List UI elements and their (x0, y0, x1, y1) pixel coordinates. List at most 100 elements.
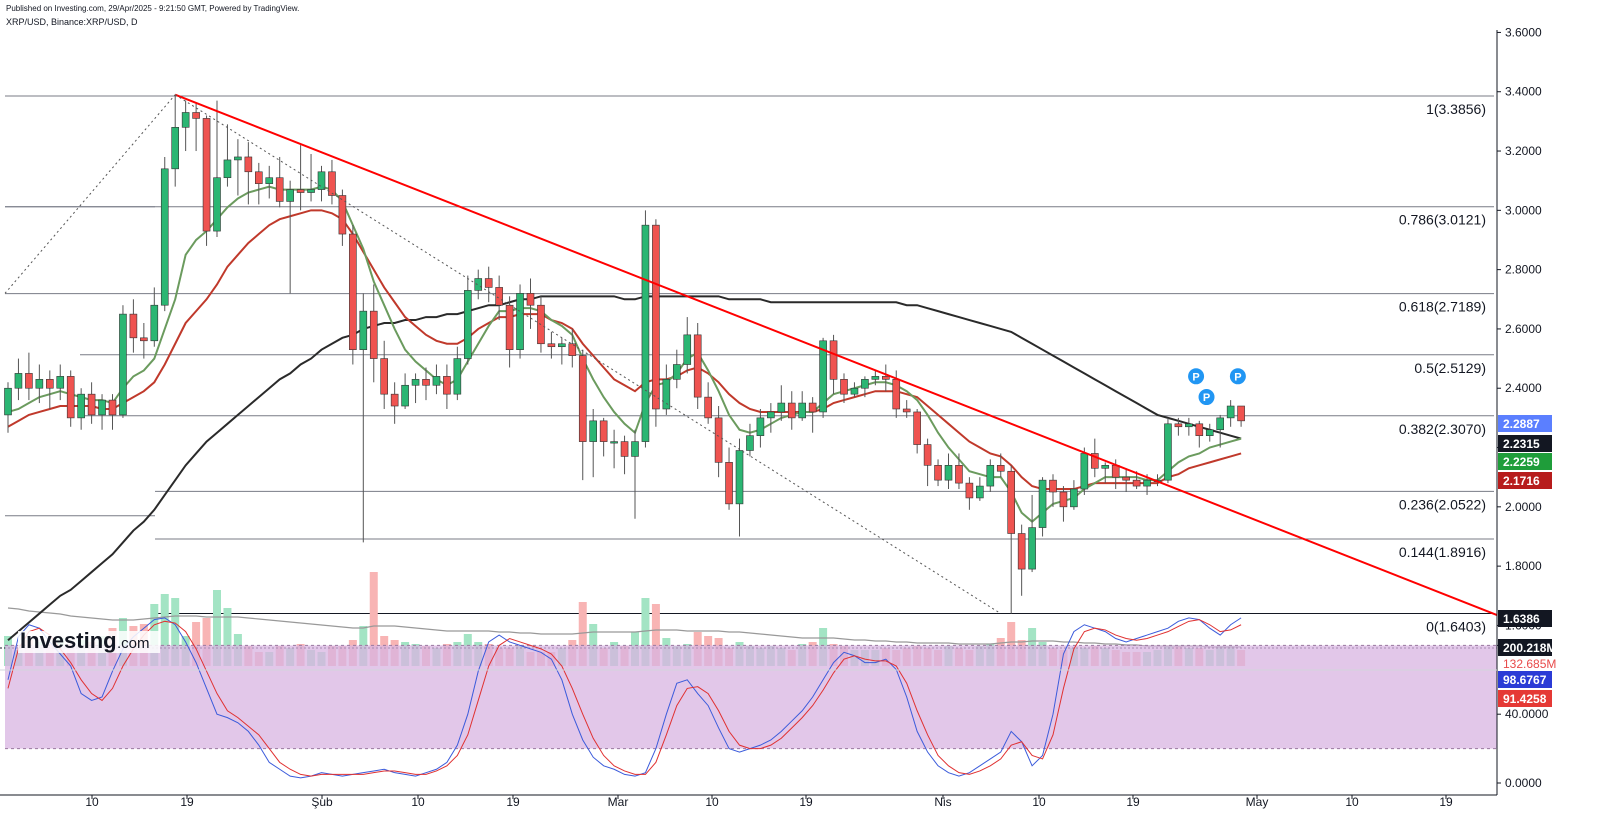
candle-up (558, 343, 566, 348)
candle-up (861, 379, 869, 389)
candle-up (683, 334, 692, 365)
candle-down (568, 343, 577, 356)
stoch-d-line (7, 619, 1242, 777)
candle-down (913, 411, 921, 445)
candle-up (871, 376, 880, 380)
time-tick-label: 19 (180, 795, 194, 809)
price-tick-label: 2.0000 (1505, 500, 1542, 514)
candle-down (244, 156, 253, 173)
candle-up (1216, 417, 1224, 431)
price-badge (1498, 472, 1552, 489)
time-tick-label: 10 (1345, 795, 1359, 809)
candle-up (1080, 453, 1089, 490)
fib-swing-line (174, 94, 1002, 614)
price-tick-label: 3.0000 (1505, 203, 1542, 217)
candle-down (369, 310, 378, 359)
stoch-d-badge (1498, 690, 1552, 707)
price-tick-label: 2.6000 (1505, 322, 1542, 336)
candle-down (725, 462, 733, 505)
price-badge (1498, 435, 1552, 452)
candle-up (234, 156, 242, 161)
candle-down (87, 393, 96, 416)
candle-up (474, 278, 483, 291)
candle-up (756, 417, 765, 436)
candle-up (944, 465, 953, 481)
candle-up (307, 189, 315, 193)
logo-suffix: .com (117, 635, 150, 652)
price-tick-label: 3.4000 (1505, 85, 1542, 99)
candle-down (255, 171, 263, 184)
candle-up (1038, 479, 1047, 528)
time-tick-label: Nis (934, 795, 951, 809)
candle-up (735, 450, 744, 505)
candle-up (160, 168, 169, 306)
osc-tick-label: 0.0000 (1505, 776, 1542, 790)
candle-down (578, 355, 587, 442)
candle-up (453, 358, 462, 395)
candle-down (505, 304, 514, 350)
price-badge-text: 2.2887 (1503, 417, 1540, 431)
candle-up (181, 112, 190, 128)
candle-down (1174, 423, 1183, 428)
p-marker (1229, 368, 1246, 385)
candle-up (631, 441, 639, 457)
fib-label: 0.236(2.0522) (1399, 496, 1486, 512)
candle-up (77, 393, 85, 419)
p-marker-label: P (1192, 371, 1199, 383)
candle-down (1059, 491, 1068, 508)
volume-bar (213, 590, 221, 666)
candle-down (1237, 405, 1245, 422)
candle-down (693, 334, 702, 398)
fib-swing-line (4, 94, 176, 294)
candle-down (275, 177, 284, 202)
p-marker (1188, 368, 1205, 385)
time-tick-label: 19 (506, 795, 520, 809)
candle-up (411, 379, 420, 386)
p-marker-label: P (1234, 371, 1241, 383)
candle-down (923, 444, 932, 466)
time-tick-label: 10 (85, 795, 99, 809)
candle-down (140, 337, 148, 342)
price-badge (1498, 453, 1552, 470)
price-badge (1498, 610, 1552, 627)
candle-up (986, 465, 995, 487)
candle-down (495, 287, 503, 306)
volume-bar (641, 598, 650, 666)
candle-down (296, 189, 305, 193)
candle-down (829, 340, 838, 380)
volume-bar (160, 594, 169, 666)
candle-down (202, 118, 211, 232)
candle-down (892, 379, 901, 410)
osc-tick-label: 40.0000 (1505, 707, 1549, 721)
candle-up (798, 402, 807, 419)
fib-label: 0.786(3.0121) (1399, 212, 1486, 228)
candle-down (1007, 470, 1016, 534)
time-tick-label: 19 (799, 795, 813, 809)
fib-label: 0.5(2.5129) (1414, 360, 1486, 376)
investing-logo: Investing .com (18, 628, 160, 653)
trendline (174, 93, 1498, 616)
candle-down (599, 420, 608, 442)
candle-down (620, 441, 629, 457)
candle-down (1195, 423, 1204, 436)
candle-up (223, 159, 232, 179)
volume-bar (1007, 622, 1016, 666)
volume-bar (369, 572, 378, 666)
candlesticks (4, 94, 1245, 614)
candle-down (25, 373, 33, 389)
volume-bar (651, 604, 660, 666)
candle-down (955, 465, 963, 484)
candle-down (390, 393, 399, 407)
candle-up (1226, 405, 1235, 419)
stoch-k-badge (1498, 671, 1552, 688)
p-marker (1198, 389, 1215, 406)
time-axis: 10 19 Şub 10 19 Mar 10 19 Nis 10 19 May 10 19 (85, 795, 1453, 809)
candle-up (171, 127, 179, 170)
candle-down (129, 313, 138, 339)
candle-up (317, 171, 326, 190)
candle-down (1049, 479, 1057, 493)
candle-down (1132, 479, 1141, 487)
price-tick-label: 2.8000 (1505, 263, 1542, 277)
candle-down (808, 402, 817, 413)
